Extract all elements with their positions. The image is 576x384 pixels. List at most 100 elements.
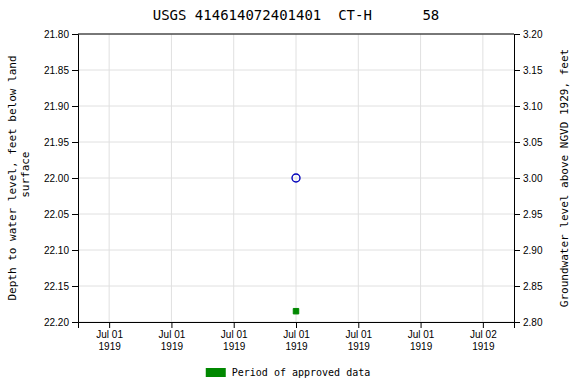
tick-label: 21.95	[44, 137, 69, 148]
text-line: 1919	[161, 341, 184, 352]
tick-mark	[72, 322, 78, 323]
tick-label: Jul 011919	[159, 329, 186, 352]
tick-mark	[72, 250, 78, 251]
text-line: 1919	[99, 341, 122, 352]
tick-mark	[109, 322, 110, 328]
tick-mark	[72, 178, 78, 179]
grid-line-y	[78, 178, 514, 179]
tick-label: 3.00	[523, 173, 543, 184]
x-axis: Jul 011919Jul 011919Jul 011919Jul 011919…	[79, 322, 515, 352]
tick-label: Jul 011919	[283, 329, 310, 352]
tick: 3.05	[514, 137, 543, 148]
text-line: 1919	[410, 341, 433, 352]
text-line: Jul 01	[96, 329, 123, 340]
tick-mark	[514, 214, 520, 215]
plot: Jul 011919Jul 011919Jul 011919Jul 011919…	[44, 29, 543, 352]
tick-mark	[514, 70, 520, 71]
legend-swatch	[206, 368, 226, 377]
tick-label: 22.00	[44, 173, 69, 184]
axis-line	[72, 35, 79, 323]
grid-line-y	[78, 214, 514, 215]
tick-mark	[421, 322, 422, 328]
y-axis: 21.80 21.85 21.90 21.95 22.00 22.05 22.10 22.15…	[44, 29, 79, 328]
tick: Jul 021919	[470, 322, 497, 352]
grid	[78, 34, 514, 322]
tick: Jul 011919	[96, 322, 123, 352]
tick-mark	[72, 142, 78, 143]
text-line: Depth to water level, feet below land	[6, 55, 19, 300]
tick: 22.15	[44, 281, 78, 292]
grid-line-y	[78, 142, 514, 143]
tick-mark	[514, 142, 520, 143]
tick: 3.15	[514, 65, 543, 76]
tick: 21.90	[44, 101, 78, 112]
tick-label: 2.85	[523, 281, 543, 292]
text-line: 1919	[348, 341, 371, 352]
grid-line-y	[78, 286, 514, 287]
tick: Jul 011919	[345, 322, 372, 352]
tick-mark	[514, 178, 520, 179]
y2-axis: 3.20 3.15 3.10 3.05 3.00 2.95 2.90 2.85 2.80	[514, 29, 543, 328]
tick-mark	[171, 322, 172, 328]
text-line: 1919	[472, 341, 495, 352]
background	[0, 0, 576, 384]
tick-label: 3.10	[523, 101, 543, 112]
point	[293, 308, 298, 313]
tick-mark	[72, 70, 78, 71]
tick: Jul 011919	[221, 322, 248, 352]
tick: 22.05	[44, 209, 78, 220]
tick: 2.95	[514, 209, 543, 220]
tick-mark	[358, 322, 359, 328]
axis-line	[79, 323, 515, 329]
tick: Jul 011919	[283, 322, 310, 352]
tick-label: Jul 011919	[96, 329, 123, 352]
tick-label: 21.80	[44, 29, 69, 40]
tick-mark	[234, 322, 235, 328]
title: USGS 414614072401401 CT-H 58	[153, 7, 440, 23]
point	[292, 174, 300, 182]
tick-mark	[514, 250, 520, 251]
tick: 3.00	[514, 173, 543, 184]
tick: 22.10	[44, 245, 78, 256]
y2-axis-title: Groundwater level above NGVD 1929, feet	[558, 49, 571, 307]
tick-label: Jul 011919	[221, 329, 248, 352]
tick-mark	[72, 34, 78, 35]
tick-mark	[72, 214, 78, 215]
tick-label: 2.95	[523, 209, 543, 220]
tick-mark	[72, 286, 78, 287]
tick-label: 21.85	[44, 65, 69, 76]
tick-mark	[514, 34, 520, 35]
tick: 2.80	[514, 317, 543, 328]
tick-mark	[296, 322, 297, 328]
tick-label: 2.90	[523, 245, 543, 256]
marks	[292, 174, 300, 314]
tick-mark	[514, 286, 520, 287]
tick-mark	[483, 322, 484, 328]
tick: 2.85	[514, 281, 543, 292]
tick-mark	[72, 106, 78, 107]
tick: 21.85	[44, 65, 78, 76]
legend-item: Period of approved data	[206, 367, 370, 378]
tick-label: 22.20	[44, 317, 69, 328]
grid-line-y	[78, 106, 514, 107]
text-line: 1919	[285, 341, 308, 352]
tick-label: 22.05	[44, 209, 69, 220]
text-line: Jul 02	[470, 329, 497, 340]
grid-line-y	[78, 250, 514, 251]
tick-label: 3.05	[523, 137, 543, 148]
tick: Jul 011919	[159, 322, 186, 352]
tick-label: Jul 021919	[470, 329, 497, 352]
tick-label: 22.15	[44, 281, 69, 292]
tick-mark	[514, 322, 520, 323]
text-line: Groundwater level above NGVD 1929, feet	[558, 49, 571, 307]
legend-label: Period of approved data	[232, 367, 370, 378]
text-line: Jul 01	[283, 329, 310, 340]
tick-label: 3.20	[523, 29, 543, 40]
tick: 22.00	[44, 173, 78, 184]
legend: Period of approved data	[206, 367, 370, 378]
tick-label: 2.80	[523, 317, 543, 328]
chart: Jul 011919Jul 011919Jul 011919Jul 011919…	[0, 0, 576, 384]
frame-line	[78, 34, 514, 35]
tick-label: Jul 011919	[408, 329, 435, 352]
text-line: Jul 01	[159, 329, 186, 340]
